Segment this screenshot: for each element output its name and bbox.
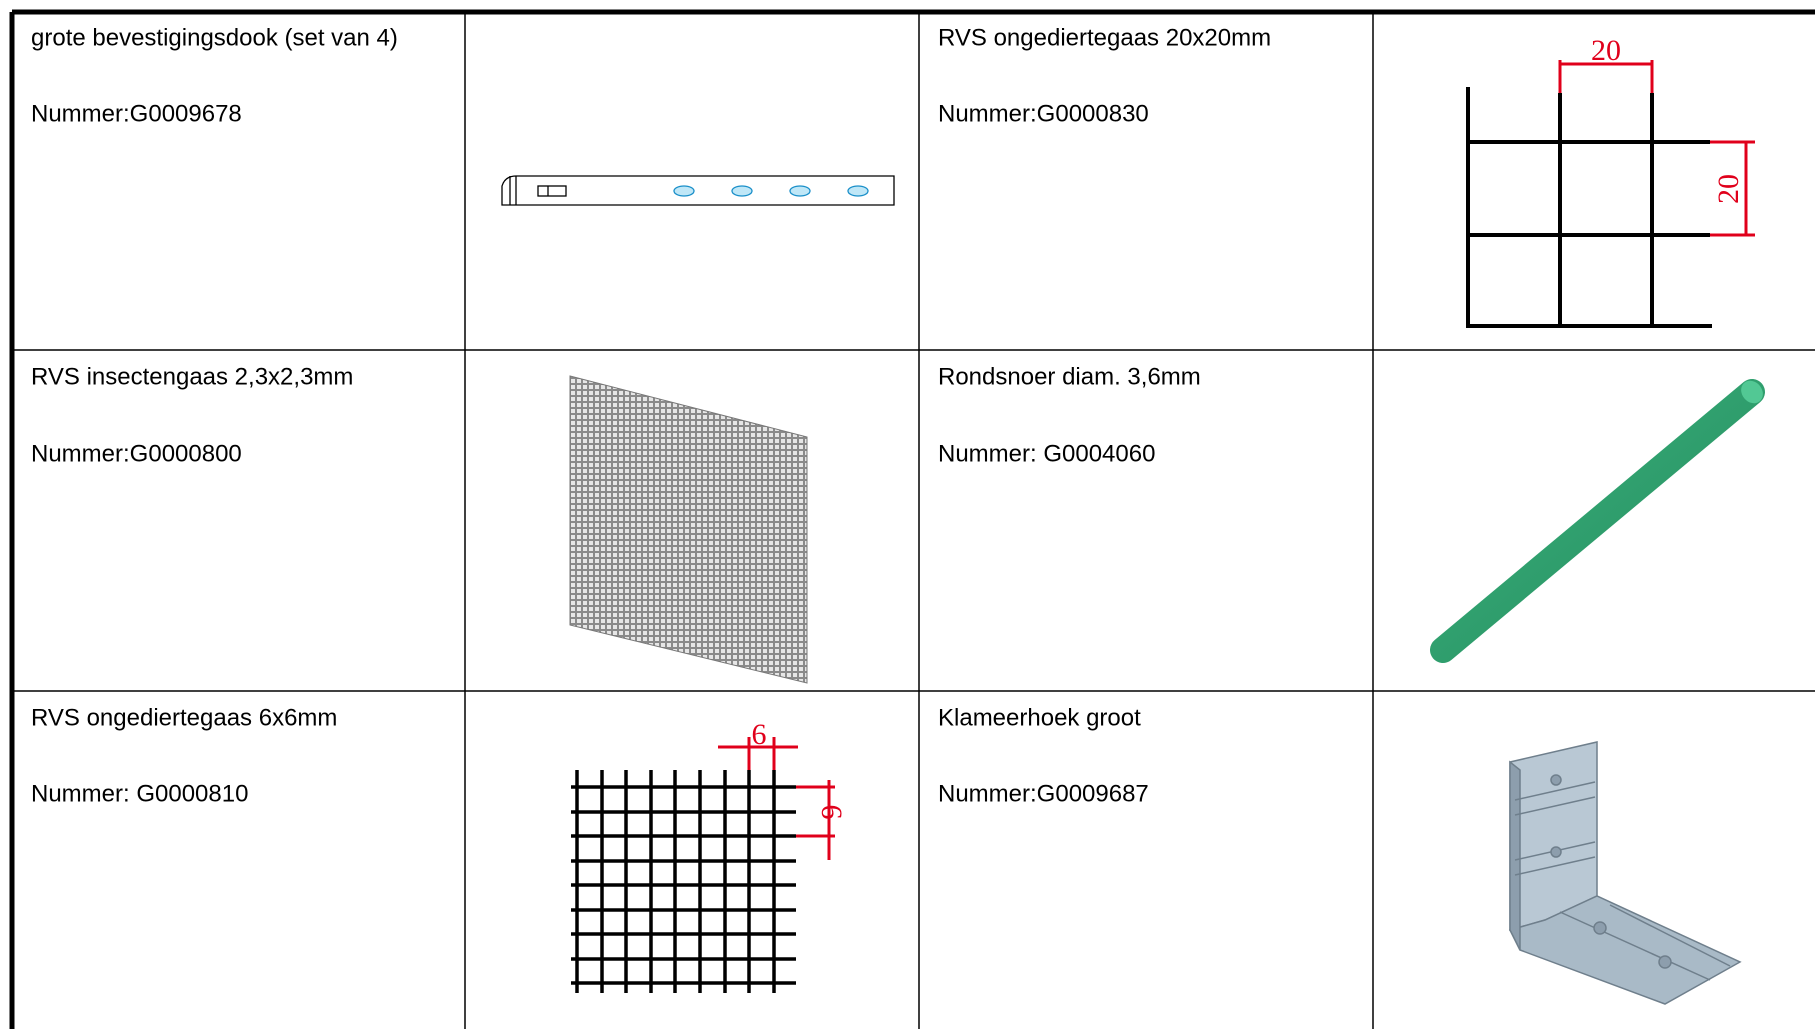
product-name: RVS ongediertegaas 6x6mm (31, 704, 337, 731)
product-number: Nummer:G0000800 (31, 440, 242, 467)
insect-mesh-image (569, 375, 808, 684)
dimension-label: 20 (1591, 34, 1621, 67)
product-number: Nummer:G0009687 (938, 780, 1149, 807)
product-number: Nummer:G0000830 (938, 100, 1149, 127)
table-borders (9, 9, 1815, 1029)
dimension-label: 20 (1712, 174, 1745, 204)
fastener-drawing (501, 175, 895, 206)
product-name: Klameerhoek groot (938, 704, 1141, 731)
product-name: RVS ongediertegaas 20x20mm (938, 24, 1271, 51)
round-cord-image (1430, 379, 1765, 663)
mesh-6-drawing: 6 6 (571, 718, 848, 993)
mesh-20-drawing: 20 20 (1466, 34, 1755, 328)
product-number: Nummer: G0000810 (31, 780, 248, 807)
dimension-label: 6 (815, 805, 848, 820)
product-number: Nummer: G0004060 (938, 440, 1155, 467)
product-name: grote bevestigingsdook (set van 4) (31, 24, 398, 51)
dimension-label: 6 (752, 718, 767, 751)
product-name: RVS insectengaas 2,3x2,3mm (31, 363, 353, 390)
bracket-image (1508, 741, 1742, 1005)
product-name: Rondsnoer diam. 3,6mm (938, 363, 1201, 390)
product-number: Nummer:G0009678 (31, 100, 242, 127)
